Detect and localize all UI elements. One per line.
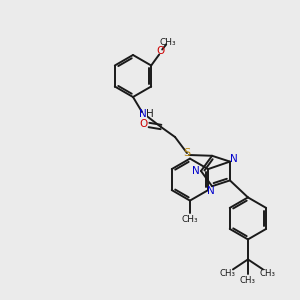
Text: CH₃: CH₃ xyxy=(220,269,236,278)
Text: N: N xyxy=(139,109,147,119)
Text: H: H xyxy=(146,109,154,119)
Text: CH₃: CH₃ xyxy=(160,38,176,47)
Text: N: N xyxy=(230,154,238,164)
Text: O: O xyxy=(140,119,148,129)
Text: S: S xyxy=(183,148,190,158)
Text: CH₃: CH₃ xyxy=(240,276,256,285)
Text: CH₃: CH₃ xyxy=(260,269,276,278)
Text: N: N xyxy=(207,186,214,196)
Text: N: N xyxy=(192,166,200,176)
Text: O: O xyxy=(156,46,164,56)
Text: CH₃: CH₃ xyxy=(182,215,198,224)
